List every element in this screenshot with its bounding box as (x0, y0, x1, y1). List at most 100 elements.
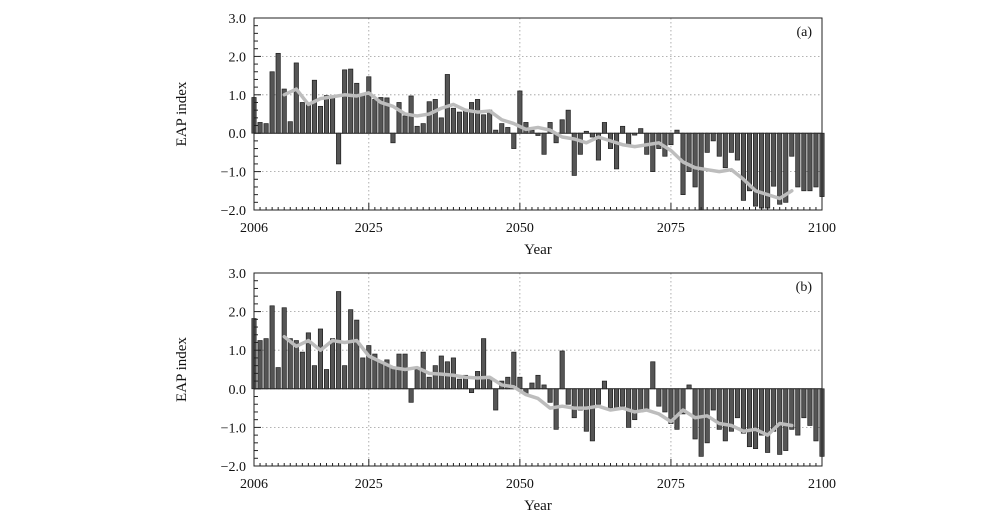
bar-2080 (698, 132, 704, 211)
bar-2011 (281, 307, 287, 390)
bar-2091 (765, 388, 771, 453)
bar-2078 (686, 132, 692, 172)
bar-2048 (505, 127, 511, 134)
bar-2052 (529, 382, 535, 390)
bar-2059 (571, 132, 577, 176)
bar-2050 (517, 90, 523, 134)
bar-2033 (414, 369, 420, 390)
bar-2085 (728, 132, 734, 153)
bar-2081 (704, 132, 710, 153)
y-axis-title: EAP index (174, 81, 190, 146)
bar-2019 (330, 96, 336, 134)
bar-2082 (710, 388, 716, 411)
bar-2016 (311, 365, 317, 390)
bar-2025 (366, 345, 372, 390)
bar-2041 (462, 109, 469, 134)
bar-2083 (716, 132, 722, 157)
bar-2061 (583, 130, 589, 134)
smoothed-line (282, 87, 794, 201)
bar-2061 (583, 388, 589, 432)
y-tick-label: 1.0 (229, 89, 247, 104)
bar-2019 (330, 338, 336, 390)
x-axis-title: Year (524, 242, 552, 258)
bar-2035 (426, 376, 432, 390)
bar-2017 (317, 105, 323, 134)
bar-2085 (728, 388, 734, 432)
bar-2087 (740, 132, 746, 201)
bar-2084 (722, 388, 728, 442)
bar-2099 (813, 388, 819, 442)
bar-2076 (674, 129, 680, 134)
bar-2077 (680, 388, 686, 415)
bar-2096 (795, 132, 801, 188)
bar-2014 (299, 351, 305, 390)
x-tick-label: 2075 (657, 477, 685, 492)
bar-2057 (559, 350, 565, 390)
y-tick-label: 3.0 (229, 267, 247, 282)
bar-2057 (559, 119, 565, 134)
bar-2090 (759, 132, 765, 209)
bar-2095 (789, 388, 795, 430)
bar-2040 (456, 378, 462, 390)
bar-2008 (263, 123, 269, 134)
bar-2072 (650, 361, 656, 390)
bar-2043 (475, 371, 481, 390)
bar-2018 (323, 95, 330, 134)
bar-2046 (493, 388, 499, 411)
y-tick-label: 2.0 (229, 50, 247, 65)
bar-2014 (299, 102, 305, 134)
bar-2009 (269, 71, 275, 134)
x-tick-label: 2025 (355, 221, 383, 236)
bar-2074 (662, 388, 668, 413)
bar-2082 (710, 132, 716, 142)
bar-2026 (372, 353, 378, 390)
bar-2042 (469, 388, 475, 394)
y-tick-label: 1.0 (229, 344, 247, 359)
y-tick-label: −2.0 (221, 460, 246, 475)
bar-2064 (601, 380, 607, 390)
bar-2046 (493, 129, 499, 134)
bar-2020 (336, 132, 342, 165)
bar-2008 (263, 338, 269, 390)
bar-2044 (481, 114, 487, 134)
bar-2076 (674, 388, 680, 430)
bar-2071 (644, 388, 650, 411)
chart-panel-b: −2.0 −1.0 0.0 1.0 2.0 3.0 2006 2025 2050 2075 2100… (174, 267, 836, 514)
x-tick-label: 2006 (240, 477, 268, 492)
bar-2018 (323, 369, 330, 390)
bar-2007 (257, 340, 263, 390)
bar-2095 (789, 132, 795, 157)
bar-2060 (577, 132, 583, 155)
bar-2063 (595, 388, 601, 405)
x-tick-label: 2006 (240, 221, 268, 236)
bar-2028 (384, 97, 390, 134)
bar-2080 (698, 388, 704, 457)
bar-2009 (269, 305, 275, 390)
bar-2084 (722, 132, 728, 169)
bar-2066 (614, 388, 620, 411)
bar-2069 (632, 388, 638, 421)
bar-2055 (547, 122, 553, 134)
bar-2093 (777, 388, 783, 455)
bar-2096 (795, 388, 801, 436)
bar-2021 (342, 69, 348, 134)
bar-2069 (632, 132, 638, 136)
bar-2088 (746, 388, 753, 448)
bar-2050 (517, 376, 523, 390)
bar-2026 (372, 99, 378, 134)
bar-2072 (650, 132, 656, 172)
bar-2062 (589, 132, 595, 138)
bar-2098 (807, 132, 813, 192)
bar-2083 (716, 388, 722, 430)
bar-2021 (342, 365, 348, 390)
bar-2041 (462, 374, 469, 390)
y-tick-label: 2.0 (229, 306, 247, 321)
x-tick-label: 2050 (506, 477, 534, 492)
bar-2036 (432, 99, 438, 134)
bar-2027 (378, 361, 384, 390)
bar-2040 (456, 111, 462, 134)
bar-2032 (408, 388, 414, 403)
x-tick-label: 2100 (808, 477, 836, 492)
bar-2043 (475, 99, 481, 134)
bar-2062 (589, 388, 595, 442)
